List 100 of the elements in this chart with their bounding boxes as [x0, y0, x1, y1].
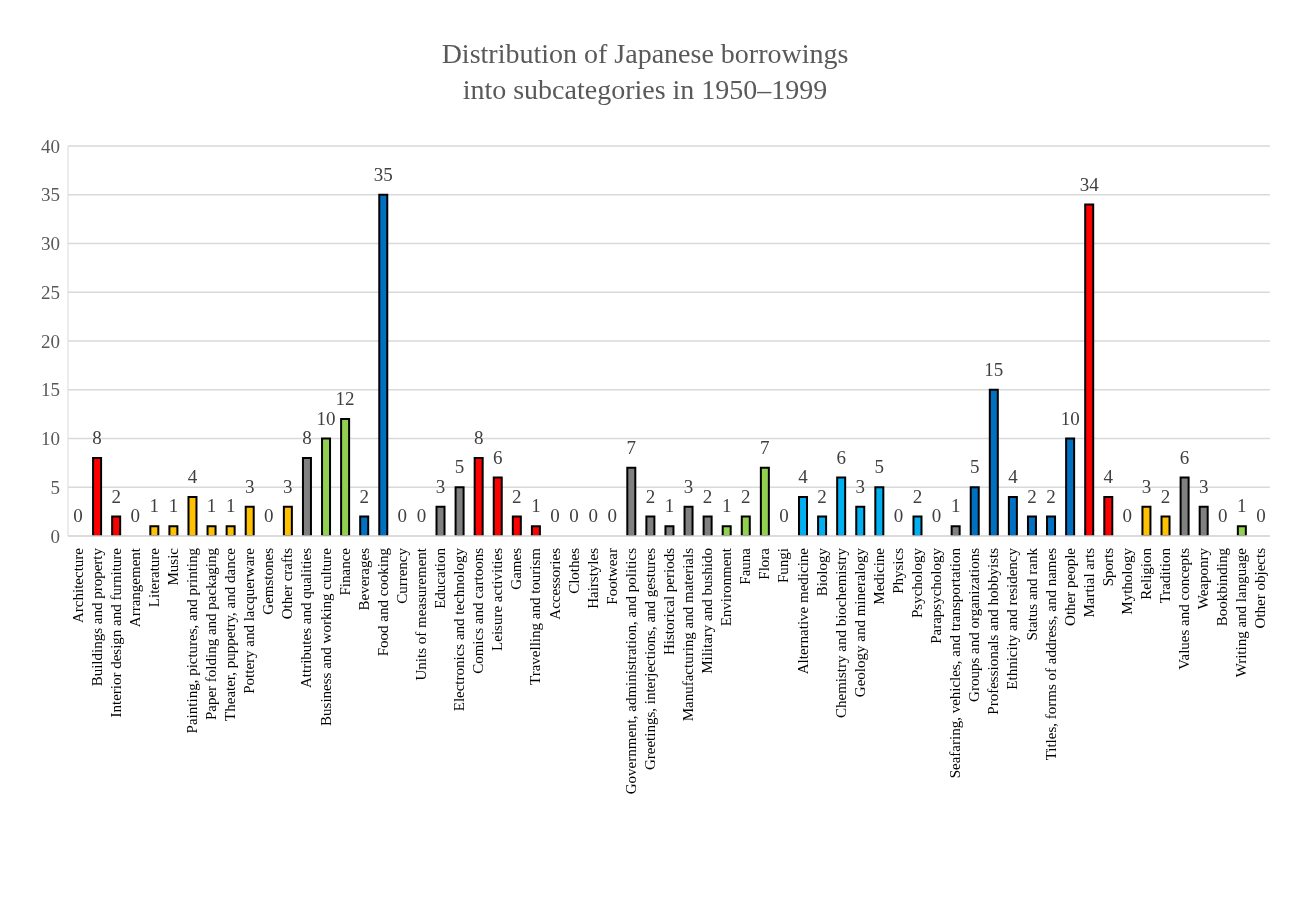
- data-label: 12: [335, 388, 355, 409]
- data-label: 0: [130, 504, 140, 526]
- data-label: 2: [359, 485, 369, 507]
- data-label: 10: [1060, 407, 1080, 429]
- x-tick-label: Alternative medicine: [794, 547, 811, 675]
- bar: [1160, 515, 1171, 536]
- data-label: 5: [969, 456, 980, 478]
- data-label: 5: [454, 456, 465, 478]
- data-label: 8: [92, 427, 102, 448]
- chart-title: Distribution of Japanese borrowings into subcategories in 1950–1999: [440, 37, 850, 107]
- bar: [836, 476, 847, 536]
- data-label: 35: [373, 163, 393, 185]
- bar: [740, 515, 751, 536]
- bar: [530, 525, 541, 536]
- data-label: 4: [1103, 466, 1114, 487]
- bar: [912, 515, 923, 536]
- data-label: 0: [569, 504, 579, 526]
- data-label: 6: [1179, 446, 1190, 468]
- data-label: 0: [1122, 504, 1133, 526]
- bar: [282, 505, 293, 536]
- data-label: 1: [531, 495, 541, 517]
- x-tick-label: Writing and language: [1233, 547, 1250, 678]
- bar: [492, 476, 503, 536]
- x-tick-label: Sports: [1099, 547, 1116, 587]
- data-label: 3: [855, 475, 865, 497]
- y-tick-label: 30: [41, 233, 60, 255]
- data-label: 2: [741, 485, 751, 507]
- data-label: 0: [607, 504, 617, 526]
- bar: [969, 486, 980, 536]
- y-tick-label: 0: [50, 525, 60, 547]
- x-tick-label: Physics: [889, 547, 906, 594]
- data-label: 10: [316, 407, 336, 429]
- x-tick-label: Tradition: [1157, 547, 1174, 604]
- x-tick-label: Martial arts: [1080, 547, 1097, 618]
- x-tick-label: Hairstyles: [584, 547, 601, 609]
- data-label: 2: [111, 485, 121, 507]
- data-label: 34: [1079, 173, 1100, 195]
- x-tick-label: Pottery and lacquerware: [241, 547, 258, 694]
- x-tick-label: Interior design and furniture: [107, 547, 124, 718]
- data-label: 0: [588, 504, 598, 526]
- x-tick-label: Seafaring, vehicles, and transportation: [947, 547, 964, 779]
- bar: [301, 457, 312, 536]
- data-label: 0: [264, 504, 274, 526]
- data-label: 1: [664, 495, 675, 517]
- bar: [759, 466, 770, 536]
- x-tick-label: Fungi: [775, 548, 792, 584]
- x-tick-label: Other objects: [1252, 547, 1269, 629]
- x-tick-label: Geology and mineralogy: [851, 547, 868, 698]
- data-label: 2: [817, 485, 827, 507]
- bar: [702, 515, 713, 536]
- x-tick-label: Environment: [718, 547, 735, 627]
- data-label: 1: [721, 495, 732, 517]
- bar: [1065, 437, 1076, 536]
- x-tick-label: Finance: [336, 547, 353, 596]
- bar: [855, 505, 866, 536]
- bar: [1141, 505, 1152, 536]
- data-label: 0: [893, 504, 904, 526]
- x-tick-label: Accessories: [546, 547, 563, 620]
- x-tick-label: Footwear: [603, 548, 620, 605]
- data-label: 2: [1160, 485, 1171, 507]
- x-tick-label: Status and rank: [1023, 547, 1040, 641]
- x-tick-label: Government, administration, and politics: [622, 547, 639, 795]
- data-label: 0: [1256, 504, 1266, 526]
- x-tick-label: Ethnicity and residency: [1004, 547, 1021, 690]
- bar: [721, 525, 732, 536]
- data-label: 2: [1027, 485, 1037, 507]
- data-label: 3: [244, 475, 255, 497]
- bar: [817, 515, 828, 536]
- bar: [1046, 515, 1057, 536]
- y-tick-label: 25: [41, 281, 60, 303]
- data-label: 6: [836, 446, 846, 468]
- x-tick-label: Flora: [756, 547, 773, 580]
- x-tick-label: Manufacturing and materials: [680, 547, 697, 722]
- x-tick-label: Paper folding and packaging: [203, 547, 220, 721]
- data-label: 2: [1046, 485, 1056, 507]
- bar: [798, 496, 809, 536]
- data-label: 2: [702, 485, 713, 507]
- data-label: 0: [73, 504, 83, 526]
- bar: [225, 525, 236, 536]
- x-tick-label: Military and bushido: [699, 548, 716, 674]
- bar: [1198, 505, 1209, 536]
- x-tick-label: Comics and cartoons: [470, 547, 487, 674]
- x-tick-label: Beverages: [355, 547, 372, 611]
- data-label: 7: [626, 436, 637, 458]
- data-label: 3: [1141, 475, 1152, 497]
- data-label: 8: [302, 427, 312, 448]
- x-tick-label: Electronics and technology: [451, 547, 468, 712]
- bar: [359, 515, 370, 536]
- bar: [664, 525, 675, 536]
- x-tick-label: Painting, pictures, and printing: [184, 547, 201, 734]
- x-tick-label: Units of measurement: [412, 547, 429, 681]
- data-label: 0: [416, 504, 427, 526]
- bar: [1103, 496, 1114, 536]
- y-tick-label: 10: [41, 428, 60, 450]
- x-tick-label: Greetings, interjections, and gestures: [641, 547, 658, 771]
- data-label: 3: [435, 475, 446, 497]
- x-tick-label: Games: [508, 547, 525, 590]
- bar: [244, 505, 255, 536]
- x-tick-label: Mythology: [1118, 547, 1135, 615]
- y-tick-label: 40: [41, 135, 60, 157]
